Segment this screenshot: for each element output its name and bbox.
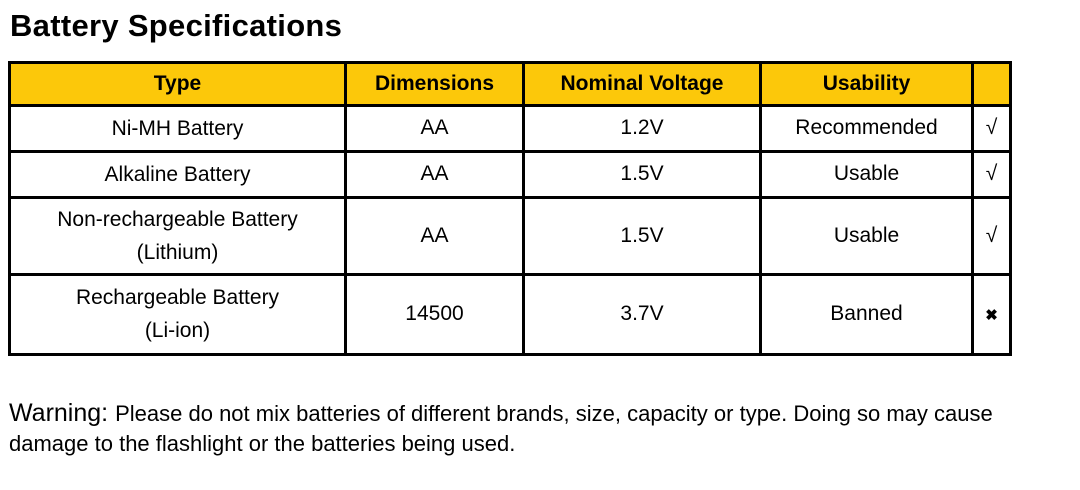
cell-usability-mark: ✖	[971, 272, 1012, 356]
battery-type-label: Ni-MH Battery	[111, 116, 244, 140]
check-icon: √	[985, 223, 998, 247]
header-nominal-voltage: Nominal Voltage	[522, 60, 762, 107]
battery-type-label: Alkaline Battery	[104, 162, 251, 186]
page: { "title": "Battery Specifications", "co…	[0, 8, 1080, 490]
cell-usability: Recommended	[759, 103, 974, 153]
check-icon: √	[985, 116, 998, 140]
warning-text: Please do not mix batteries of different…	[9, 400, 993, 456]
check-icon: √	[985, 162, 998, 186]
cell-usability: Usable	[759, 149, 974, 199]
cell-type: Ni-MH Battery	[8, 103, 347, 153]
battery-type-label: Rechargeable Battery	[75, 286, 280, 310]
table-row-alkaline: Alkaline Battery AA 1.5V Usable √	[8, 149, 1012, 199]
battery-type-sublabel: (Lithium)	[136, 240, 219, 264]
cell-type: Rechargeable Battery (Li-ion)	[8, 272, 347, 356]
battery-type-label: Non-rechargeable Battery	[57, 207, 298, 231]
header-type: Type	[8, 60, 347, 107]
cell-usability: Banned	[759, 272, 974, 356]
cell-type: Alkaline Battery	[8, 149, 347, 199]
cell-dimensions: AA	[344, 149, 525, 199]
cell-dimensions: AA	[344, 195, 525, 276]
table-row-nimh: Ni-MH Battery AA 1.2V Recommended √	[8, 103, 1012, 153]
warning-note: Warning: Please do not mix batteries of d…	[9, 398, 1023, 459]
warning-label: Warning:	[9, 398, 109, 427]
battery-type-sublabel: (Li-ion)	[144, 319, 211, 343]
cell-type: Non-rechargeable Battery (Lithium)	[8, 195, 347, 276]
table-header-row: Type Dimensions Nominal Voltage Usabilit…	[8, 60, 1012, 107]
cell-dimensions: AA	[344, 103, 525, 153]
cell-voltage: 1.2V	[522, 103, 762, 153]
table-row-rechargeable-liion: Rechargeable Battery (Li-ion) 14500 3.7V…	[8, 272, 1012, 356]
cell-voltage: 1.5V	[522, 149, 762, 199]
header-usability: Usability	[759, 60, 974, 107]
cell-usability-mark: √	[971, 149, 1012, 199]
header-dimensions: Dimensions	[344, 60, 525, 107]
cell-usability: Usable	[759, 195, 974, 276]
page-title: Battery Specifications	[10, 8, 343, 43]
cross-icon: ✖	[985, 307, 998, 325]
cell-usability-mark: √	[971, 103, 1012, 153]
cell-voltage: 3.7V	[522, 272, 762, 356]
table-row-non-rechargeable-lithium: Non-rechargeable Battery (Lithium) AA 1.…	[8, 195, 1012, 276]
cell-usability-mark: √	[971, 195, 1012, 276]
battery-spec-table: Type Dimensions Nominal Voltage Usabilit…	[8, 60, 1012, 356]
cell-voltage: 1.5V	[522, 195, 762, 276]
cell-dimensions: 14500	[344, 272, 525, 356]
header-mark	[971, 60, 1012, 107]
